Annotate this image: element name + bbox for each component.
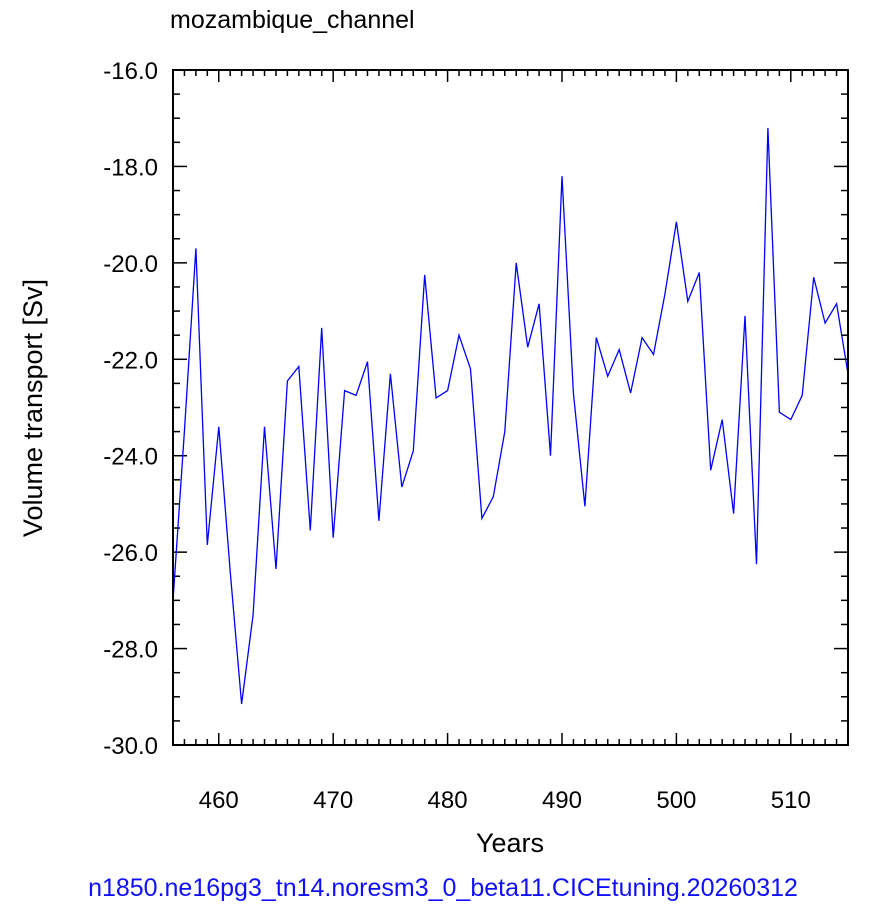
footer-run-label: n1850.ne16pg3_tn14.noresm3_0_beta11.CICE… [88,874,798,902]
series-line [172,127,849,705]
y-ticks-group: -30.0 -28.0 -26.0 -24.0 -22.0 -20.0 -18.0 -16.0 [103,58,848,760]
y-tick-label: -26.0 [103,540,158,567]
y-tick-label: -28.0 [103,637,158,664]
x-axis-label: Years [476,828,544,858]
plot-frame [172,69,849,746]
y-tick-label: -24.0 [103,444,158,471]
x-tick-label: 490 [542,787,582,814]
x-ticks-group: 460 470 480 490 500 510 [172,70,849,814]
y-tick-label: -20.0 [103,251,158,278]
chart-title: mozambique_channel [170,6,415,34]
y-tick-label: -16.0 [103,58,158,85]
x-tick-label: 500 [656,787,696,814]
x-tick-label: 460 [199,787,239,814]
y-tick-label: -18.0 [103,154,158,181]
y-axis-label: Volume transport [Sv] [18,279,48,537]
x-tick-label: 510 [771,787,811,814]
x-tick-label: 480 [428,787,468,814]
x-tick-label: 470 [313,787,353,814]
y-tick-label: -22.0 [103,347,158,374]
y-tick-label: -30.0 [103,733,158,760]
